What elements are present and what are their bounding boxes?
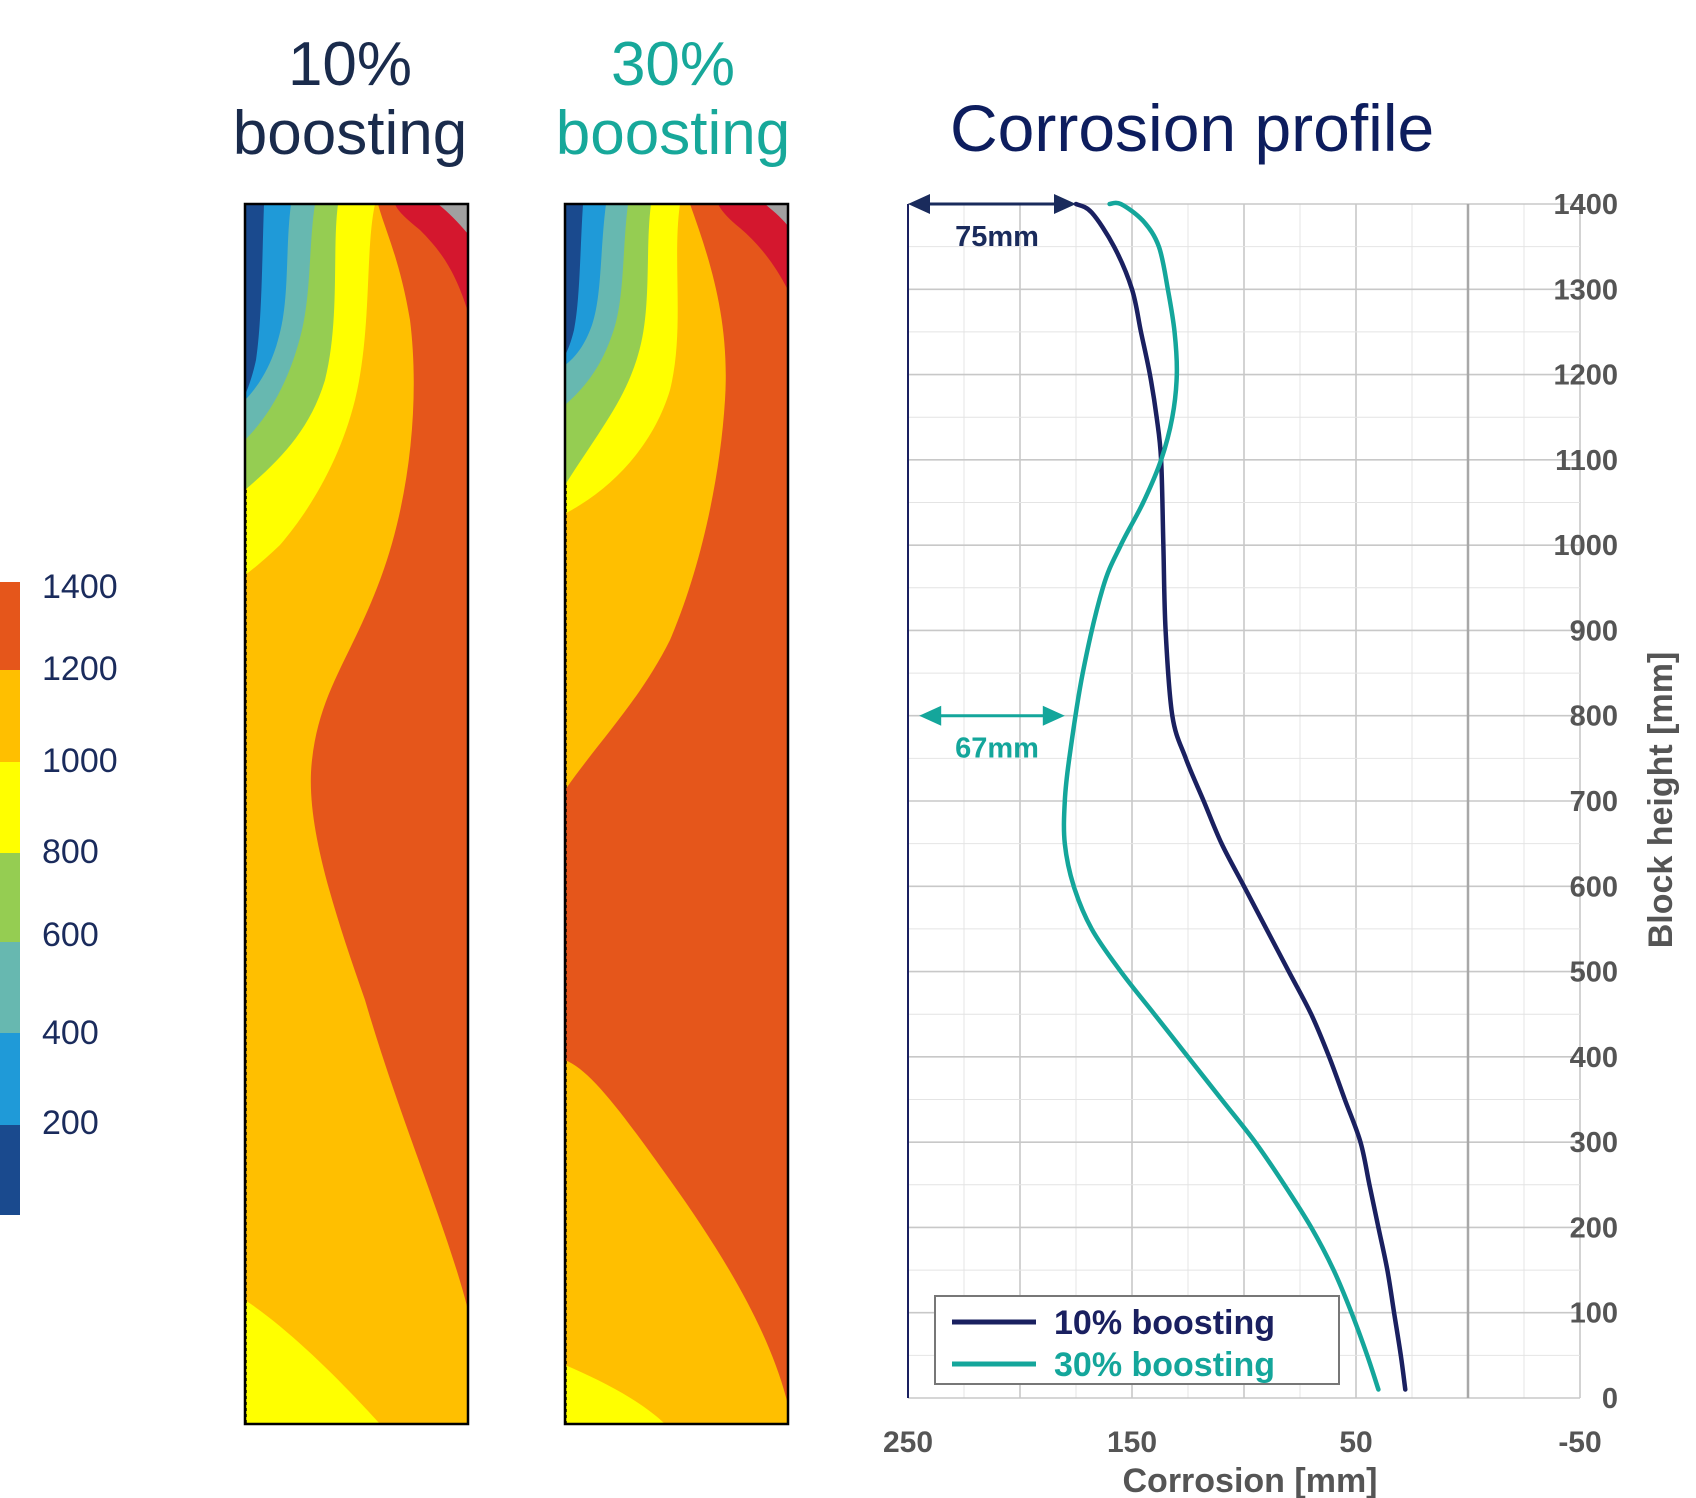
x-tick-label: -50 <box>1558 1426 1601 1459</box>
y-tick-label: 900 <box>1570 615 1618 647</box>
colorbar-label-1200: 1200 <box>42 650 118 688</box>
y-tick-label: 400 <box>1570 1042 1618 1074</box>
contour-green-region <box>245 204 338 490</box>
colorbar-label-200: 200 <box>42 1104 99 1142</box>
chart-series <box>1061 200 1408 1392</box>
contour-green-region <box>565 204 651 485</box>
y-tick-label: 1100 <box>1555 445 1618 477</box>
colorbar-swatch <box>0 582 20 670</box>
y-tick-label: 800 <box>1570 701 1618 733</box>
colorbar-label-1400: 1400 <box>42 568 118 606</box>
x-axis-label: Corrosion [mm] <box>1123 1462 1378 1498</box>
contour-red-orange-region <box>565 204 788 1405</box>
colorbar-swatch <box>0 762 20 853</box>
colorbar-label-600: 600 <box>42 916 99 954</box>
contour-gray-corner <box>438 204 468 234</box>
colorbar-swatch <box>0 853 20 942</box>
annotation-arrowhead-left <box>908 194 930 214</box>
chart-legend: 10% boosting 30% boosting <box>934 1295 1340 1385</box>
contour-navy-region <box>245 204 264 395</box>
legend-label: 10% boosting <box>1054 1304 1275 1342</box>
y-tick-label: 700 <box>1570 786 1618 818</box>
contour-yellow-top-region <box>245 204 375 575</box>
y-tick-label: 100 <box>1570 1298 1618 1330</box>
y-tick-label: 1300 <box>1553 274 1618 306</box>
series-line-10pct <box>1073 201 1408 1392</box>
annotation-label: 75mm <box>955 221 1039 253</box>
annotation-label: 67mm <box>955 733 1039 765</box>
colorbar-label-400: 400 <box>42 1014 99 1052</box>
x-tick-label: 50 <box>1339 1426 1372 1459</box>
annotation-arrowhead-right <box>1042 705 1065 726</box>
chart-grid <box>907 203 1581 1399</box>
contour-navy-region <box>565 204 583 355</box>
annotation-arrowhead-left <box>919 705 942 726</box>
colorbar-label-800: 800 <box>42 833 99 871</box>
y-tick-label: 200 <box>1570 1212 1618 1244</box>
legend-box <box>934 1295 1340 1385</box>
contour-yellow-bottom-region <box>245 1300 380 1424</box>
y-tick-label: 1000 <box>1553 530 1618 562</box>
colorbar-swatch <box>0 1125 20 1215</box>
y-tick-label: 300 <box>1570 1127 1618 1159</box>
y-tick-label: 1400 <box>1553 189 1618 221</box>
panel-title-30pct-line1: 30% <box>610 30 736 99</box>
y-tick-label: 0 <box>1602 1383 1618 1415</box>
annotation-arrowhead-right <box>1054 194 1076 214</box>
contour-red-corner <box>718 204 788 290</box>
y-tick-label: 600 <box>1570 871 1618 903</box>
contour-blue-region <box>245 204 291 400</box>
y-tick-label: 1200 <box>1553 360 1618 392</box>
y-axis-label: Block height [mm] <box>1642 652 1680 949</box>
panel-title-10pct: 10% boosting <box>195 30 505 169</box>
contour-yellow-top-region <box>565 204 680 514</box>
contour-red-orange-region <box>310 204 468 1310</box>
y-tick-label: 500 <box>1570 957 1618 989</box>
contour-yellow-bottom-region <box>565 1365 665 1424</box>
colorbar-swatch <box>0 1033 20 1125</box>
panel-title-10pct-line2: boosting <box>232 99 468 169</box>
colorbar-swatch <box>0 942 20 1033</box>
chart-axes: 250 150 50 -500 100 200 300 400 500 600 700 800 900 1… <box>883 189 1680 1498</box>
chart-annotations: 75mm 67mm <box>908 194 1076 765</box>
contour-teal-region <box>245 204 315 440</box>
panel-title-30pct: 30% boosting <box>518 30 828 169</box>
contour-red-corner <box>395 204 468 312</box>
contour-teal-region <box>565 204 628 405</box>
contour-blue-region <box>565 204 606 365</box>
x-tick-label: 250 <box>883 1426 933 1459</box>
panel-title-30pct-line2: boosting <box>555 99 791 169</box>
colorbar-label-1000: 1000 <box>42 742 118 780</box>
colorbar-swatch <box>0 670 20 762</box>
contour-gray-corner <box>765 204 788 226</box>
x-tick-label: 150 <box>1107 1426 1157 1459</box>
panel-title-10pct-line1: 10% <box>287 30 413 99</box>
legend-label: 30% boosting <box>1054 1346 1275 1384</box>
chart-title: Corrosion profile <box>950 91 1435 165</box>
series-line-30pct <box>1061 200 1381 1392</box>
